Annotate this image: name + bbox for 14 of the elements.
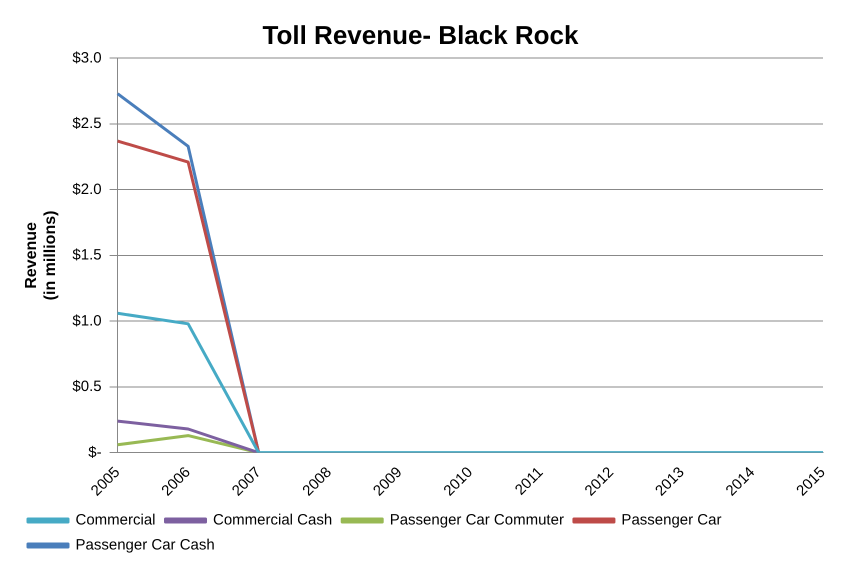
y-tick-label: $0.5 xyxy=(72,378,102,396)
y-tick-label: $- xyxy=(88,444,102,461)
y-tick-label: $2.0 xyxy=(72,180,102,198)
chart-title: Toll Revenue- Black Rock xyxy=(262,20,580,50)
legend-label: Passenger Car Cash xyxy=(76,536,215,554)
y-axis-title: Revenue (in millions) xyxy=(23,210,60,300)
legend-label: Commercial Cash xyxy=(213,512,332,529)
y-tick-label: $1.0 xyxy=(72,312,102,330)
legend-label: Commercial xyxy=(76,512,156,529)
y-tick-label: $2.5 xyxy=(72,115,102,132)
legend-label: Passenger Car Commuter xyxy=(390,512,564,529)
y-tick-label: $3.0 xyxy=(72,49,102,66)
legend-label: Passenger Car xyxy=(621,512,722,529)
y-tick-label: $1.5 xyxy=(72,246,102,264)
